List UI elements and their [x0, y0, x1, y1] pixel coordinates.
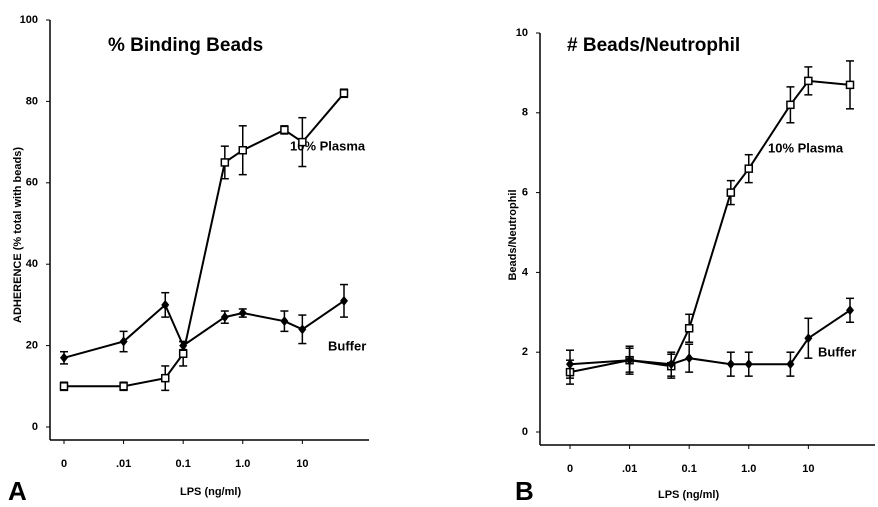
x-tick-label: 0.1	[176, 458, 191, 470]
x-tick-label: 0.1	[682, 463, 697, 475]
marker	[726, 359, 735, 370]
x-tick-label: 10	[802, 463, 814, 475]
annotation: 10% Plasma	[768, 140, 844, 155]
marker	[238, 145, 248, 155]
marker	[119, 336, 128, 347]
marker	[566, 359, 574, 370]
y-tick-label: 20	[26, 340, 38, 352]
marker	[60, 352, 68, 363]
marker	[744, 164, 754, 173]
x-tick-label: 10	[296, 458, 308, 470]
marker	[280, 125, 289, 135]
y-tick-label: 4	[522, 266, 529, 278]
x-tick-label: .01	[622, 463, 637, 475]
x-axis-label: LPS (ng/ml)	[658, 489, 719, 501]
marker	[178, 349, 188, 358]
marker	[298, 324, 307, 335]
y-tick-label: 0	[32, 421, 38, 433]
annotation: 10% Plasma	[290, 138, 366, 153]
annotation: Buffer	[818, 344, 856, 359]
marker	[845, 80, 855, 90]
y-tick-label: 40	[26, 258, 38, 270]
marker	[846, 305, 854, 316]
panel-label: A	[8, 476, 27, 506]
x-tick-label: 1.0	[235, 458, 250, 470]
y-tick-label: 8	[522, 107, 528, 119]
y-tick-label: 80	[26, 95, 38, 107]
chart-title: # Beads/Neutrophil	[567, 35, 740, 56]
x-tick-label: 0	[61, 458, 67, 470]
y-tick-label: 60	[26, 177, 38, 189]
x-axis-label: LPS (ng/ml)	[180, 486, 241, 498]
x-tick-label: 0	[567, 463, 573, 475]
y-tick-label: 2	[522, 346, 528, 358]
y-tick-label: 100	[20, 14, 38, 26]
marker	[161, 299, 170, 310]
marker	[804, 333, 813, 344]
marker	[220, 312, 229, 323]
marker	[119, 382, 128, 391]
panel-label: B	[515, 476, 534, 506]
marker	[685, 353, 694, 364]
marker	[238, 308, 247, 319]
marker	[726, 188, 736, 197]
y-tick-label: 10	[516, 27, 528, 39]
marker	[160, 373, 170, 383]
marker	[59, 382, 69, 391]
marker	[220, 158, 230, 167]
y-axis-label: ADHERENCE (% total with beads)	[12, 147, 24, 323]
marker	[786, 100, 795, 110]
marker	[625, 355, 634, 366]
x-tick-label: .01	[116, 458, 131, 470]
y-tick-label: 6	[522, 187, 528, 199]
chart-title: % Binding Beads	[108, 35, 263, 56]
marker	[298, 137, 307, 147]
marker	[744, 359, 753, 370]
y-axis-label: Beads/Neutrophil	[507, 189, 519, 280]
marker	[339, 89, 349, 98]
marker	[804, 76, 813, 86]
x-tick-label: 1.0	[741, 463, 756, 475]
marker	[786, 359, 795, 370]
marker	[179, 340, 188, 351]
annotation: Buffer	[328, 338, 366, 353]
marker	[280, 316, 289, 327]
marker	[684, 324, 694, 333]
y-tick-label: 0	[522, 426, 528, 438]
marker	[340, 295, 348, 306]
marker	[667, 359, 676, 370]
